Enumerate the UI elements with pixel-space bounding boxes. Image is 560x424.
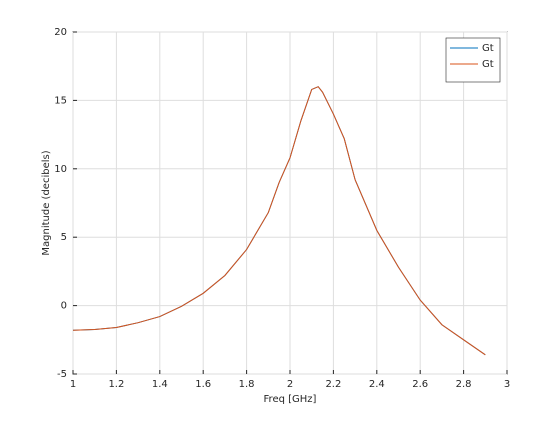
y-tick-label: 10 bbox=[54, 164, 67, 175]
x-tick-label: 2.8 bbox=[456, 379, 472, 390]
y-tick-label: 20 bbox=[54, 27, 67, 38]
x-tick-label: 3 bbox=[504, 379, 510, 390]
y-tick-label: 15 bbox=[54, 95, 67, 106]
legend-label: Gt bbox=[482, 43, 494, 54]
y-tick-label: -5 bbox=[57, 369, 67, 380]
x-tick-label: 1.8 bbox=[239, 379, 255, 390]
y-axis-label: Magnitude (decibels) bbox=[41, 150, 52, 255]
y-tick-label: 0 bbox=[61, 301, 67, 312]
x-tick-label: 2.2 bbox=[325, 379, 341, 390]
x-tick-label: 1.6 bbox=[195, 379, 211, 390]
x-tick-label: 1.4 bbox=[152, 379, 168, 390]
x-tick-label: 2.4 bbox=[369, 379, 385, 390]
legend-label: Gt bbox=[482, 59, 494, 70]
x-tick-label: 2.6 bbox=[412, 379, 428, 390]
x-axis-label: Freq [GHz] bbox=[264, 394, 317, 405]
x-tick-label: 1 bbox=[70, 379, 76, 390]
x-tick-label: 2 bbox=[287, 379, 293, 390]
y-tick-label: 5 bbox=[61, 232, 67, 243]
series-line bbox=[72, 86, 486, 356]
legend bbox=[445, 37, 501, 83]
x-tick-label: 1.2 bbox=[108, 379, 124, 390]
